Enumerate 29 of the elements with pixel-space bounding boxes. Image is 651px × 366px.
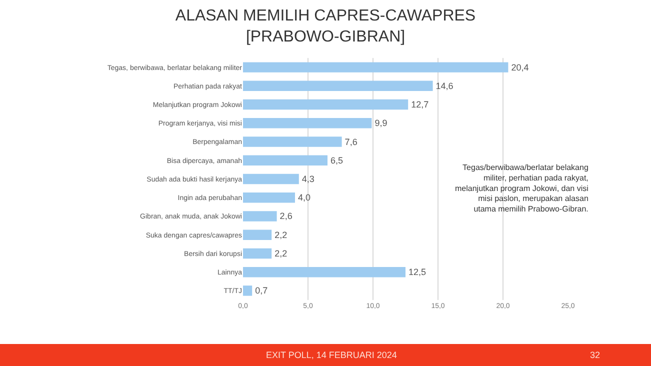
chart-title: ALASAN MEMILIH CAPRES-CAWAPRES [PRABOWO-GIBRAN]: [175, 8, 476, 46]
data-label: 9,9: [374, 118, 388, 128]
bar: [243, 211, 277, 222]
bar: [243, 286, 252, 296]
bar: [243, 99, 408, 110]
data-label: 4,3: [302, 174, 314, 184]
bar: [243, 80, 433, 92]
data-label: 7,6: [344, 136, 358, 147]
bar: [243, 174, 299, 184]
annotation: Tegas/berwibawa/berlatar belakang militer, perhatian pada rakyat, melanjutkan program Jokowi, dan visi misi paslon, merupakan alasan utama memilih Prabowo-Gibran.: [455, 163, 589, 214]
data-label: 4,0: [298, 192, 311, 203]
bar: [243, 62, 508, 72]
bar: [243, 230, 272, 240]
data-label: 20,4: [511, 62, 529, 72]
data-label: 12,5: [408, 267, 426, 278]
data-label: 12,7: [411, 100, 429, 110]
data-label: 6,5: [330, 155, 344, 166]
footer-strip: EXIT POLL, 14 FEBRUARI 2024 32: [0, 344, 651, 366]
data-label: 2,2: [274, 248, 288, 258]
bar: [243, 136, 342, 147]
bar: [243, 192, 295, 203]
data-label: 2,6: [280, 211, 292, 222]
bar: [243, 266, 406, 278]
data-label: 0,7: [255, 286, 268, 296]
bar: [243, 155, 328, 166]
bar: [243, 118, 372, 128]
data-label: 14,6: [436, 80, 454, 91]
data-label: 2,2: [274, 230, 288, 240]
bar: [243, 248, 272, 259]
